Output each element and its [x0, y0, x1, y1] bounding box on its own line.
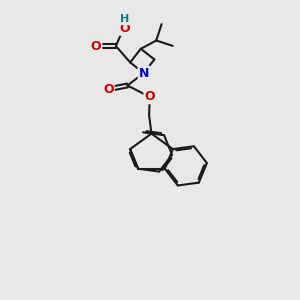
Text: H: H [120, 14, 129, 24]
Text: O: O [103, 82, 114, 96]
Text: O: O [119, 22, 130, 35]
Text: O: O [91, 40, 101, 52]
Text: O: O [144, 90, 155, 103]
Text: N: N [139, 67, 149, 80]
